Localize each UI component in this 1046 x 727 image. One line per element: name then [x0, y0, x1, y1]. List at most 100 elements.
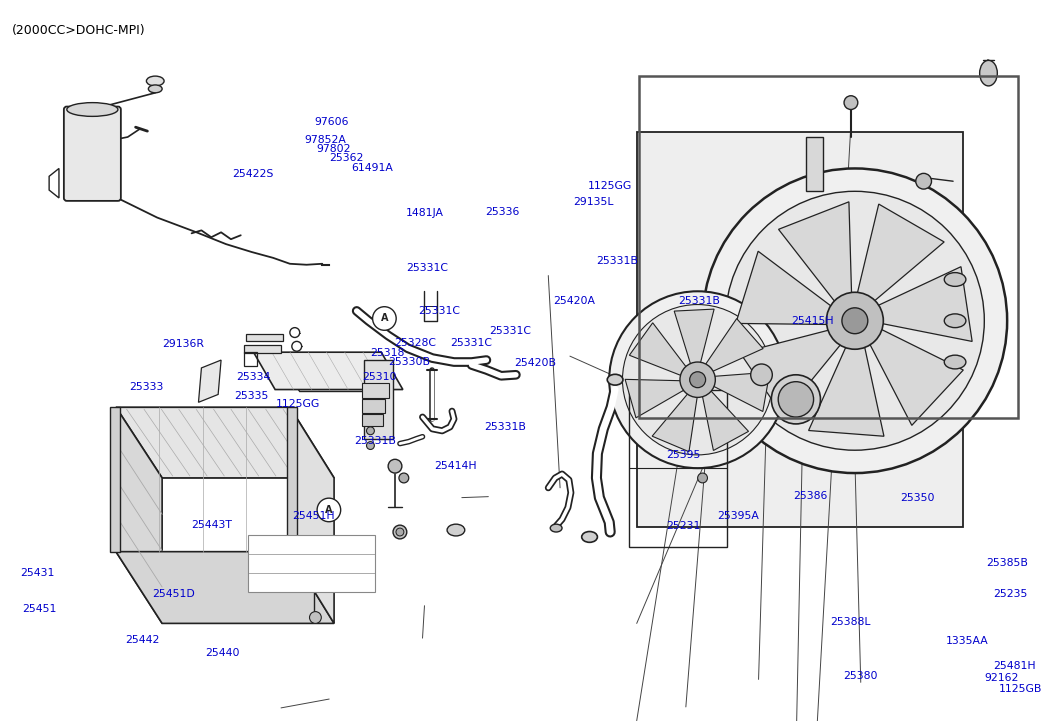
Ellipse shape: [945, 273, 965, 286]
Text: 25331B: 25331B: [355, 435, 396, 446]
Text: (2000CC>DOHC-MPI): (2000CC>DOHC-MPI): [12, 24, 145, 37]
Text: 25386: 25386: [794, 491, 827, 501]
Text: 25420A: 25420A: [553, 297, 595, 306]
Bar: [244, 345, 281, 353]
Circle shape: [622, 305, 773, 455]
Ellipse shape: [67, 103, 118, 116]
Bar: [244, 352, 257, 366]
Polygon shape: [290, 407, 334, 623]
Polygon shape: [626, 379, 685, 418]
Circle shape: [844, 96, 858, 110]
Text: 25362: 25362: [328, 153, 363, 164]
Text: 25451H: 25451H: [292, 511, 335, 521]
Circle shape: [399, 473, 409, 483]
Polygon shape: [778, 202, 851, 305]
Circle shape: [826, 292, 883, 349]
Circle shape: [310, 611, 321, 623]
Text: 25443T: 25443T: [191, 520, 232, 530]
Ellipse shape: [980, 60, 997, 86]
Polygon shape: [868, 327, 963, 425]
Polygon shape: [857, 204, 945, 304]
Polygon shape: [712, 372, 770, 411]
Bar: [248, 535, 376, 592]
Text: 25310: 25310: [362, 372, 396, 382]
Text: 25451D: 25451D: [152, 589, 195, 598]
Text: 25331C: 25331C: [490, 326, 531, 337]
Text: 25335: 25335: [234, 390, 269, 401]
Text: 25415H: 25415H: [792, 316, 834, 326]
Text: 25431: 25431: [21, 568, 55, 578]
Circle shape: [393, 525, 407, 539]
Circle shape: [689, 371, 706, 387]
Circle shape: [916, 173, 932, 189]
Bar: [362, 382, 389, 398]
Text: 25331C: 25331C: [450, 338, 493, 348]
Text: 61491A: 61491A: [351, 163, 393, 173]
Text: 29136R: 29136R: [162, 340, 204, 349]
Bar: [364, 360, 393, 438]
Polygon shape: [735, 252, 835, 324]
Text: 25420B: 25420B: [514, 358, 555, 368]
Circle shape: [842, 308, 868, 334]
Polygon shape: [116, 407, 162, 623]
Ellipse shape: [550, 524, 562, 532]
Text: 1335AA: 1335AA: [946, 635, 988, 646]
Circle shape: [292, 342, 301, 351]
Ellipse shape: [608, 374, 623, 385]
Text: 25395A: 25395A: [718, 510, 759, 521]
Circle shape: [290, 328, 300, 337]
Text: 25331B: 25331B: [679, 297, 721, 306]
Text: 25350: 25350: [901, 493, 935, 503]
Ellipse shape: [771, 375, 820, 424]
Bar: [629, 390, 727, 547]
Text: A: A: [325, 505, 333, 515]
Polygon shape: [675, 309, 714, 365]
Text: 1125GG: 1125GG: [275, 398, 320, 409]
Ellipse shape: [149, 85, 162, 93]
Bar: [246, 334, 283, 342]
Polygon shape: [116, 407, 334, 478]
Ellipse shape: [146, 76, 164, 86]
Polygon shape: [253, 352, 403, 390]
Text: 25422S: 25422S: [232, 169, 274, 179]
Circle shape: [609, 292, 787, 468]
Circle shape: [388, 459, 402, 473]
Text: 29135L: 29135L: [573, 197, 614, 207]
Bar: [110, 407, 120, 552]
Text: 25336: 25336: [485, 207, 520, 217]
Bar: [805, 137, 823, 191]
Bar: [639, 76, 1018, 418]
Text: 25334: 25334: [236, 372, 271, 382]
Polygon shape: [705, 318, 764, 372]
Text: 25331C: 25331C: [418, 306, 460, 316]
Polygon shape: [809, 342, 884, 436]
Circle shape: [366, 427, 374, 435]
Polygon shape: [637, 132, 963, 527]
Circle shape: [366, 441, 374, 449]
Text: 25481H: 25481H: [993, 662, 1036, 671]
Text: 1481JA: 1481JA: [406, 209, 444, 219]
FancyBboxPatch shape: [64, 107, 121, 201]
Text: 25388L: 25388L: [831, 617, 871, 627]
Text: 25318: 25318: [370, 348, 405, 358]
Bar: [362, 414, 383, 426]
Text: 25395: 25395: [666, 450, 701, 460]
Polygon shape: [199, 360, 221, 402]
Text: 1125GG: 1125GG: [588, 180, 632, 190]
Text: 25414H: 25414H: [434, 461, 476, 470]
Ellipse shape: [751, 364, 772, 385]
Bar: [362, 399, 385, 413]
Text: 92162: 92162: [984, 672, 1019, 683]
Text: 25440: 25440: [206, 648, 241, 658]
Circle shape: [317, 498, 341, 522]
Polygon shape: [652, 393, 698, 451]
Circle shape: [703, 169, 1007, 473]
Text: A: A: [381, 313, 388, 324]
Text: 25328C: 25328C: [394, 338, 436, 348]
Polygon shape: [741, 329, 843, 416]
Polygon shape: [280, 362, 393, 392]
Text: 25442: 25442: [126, 635, 160, 645]
Text: 25380: 25380: [843, 671, 878, 681]
Text: 25333: 25333: [130, 382, 164, 392]
Text: 25331B: 25331B: [596, 256, 638, 265]
